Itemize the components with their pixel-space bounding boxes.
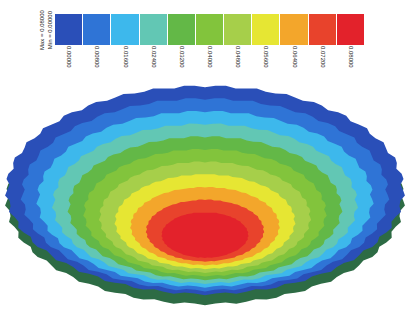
svg-text:0.08000: 0.08000 xyxy=(348,46,354,68)
svg-text:0.04800: 0.04800 xyxy=(235,46,241,68)
svg-text:0.06400: 0.06400 xyxy=(292,46,298,68)
svg-text:0.00800: 0.00800 xyxy=(94,46,100,68)
svg-text:0.01600: 0.01600 xyxy=(123,46,129,68)
svg-text:0.00000: 0.00000 xyxy=(66,46,72,68)
svg-text:Max = 0.08000Min = 0.00000: Max = 0.08000Min = 0.00000 xyxy=(39,9,53,50)
svg-text:0.02400: 0.02400 xyxy=(151,46,157,68)
svg-text:0.05600: 0.05600 xyxy=(263,46,269,68)
svg-text:0.07200: 0.07200 xyxy=(320,46,326,68)
svg-text:0.03200: 0.03200 xyxy=(179,46,185,68)
svg-text:0.04000: 0.04000 xyxy=(207,46,213,68)
